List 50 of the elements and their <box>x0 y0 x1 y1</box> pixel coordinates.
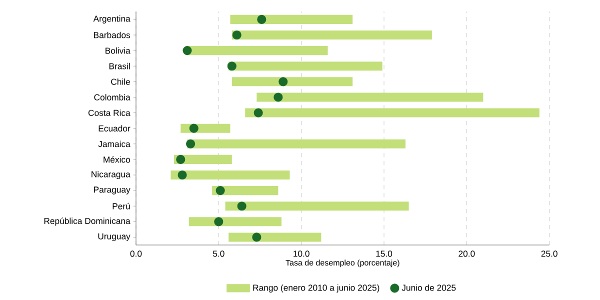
bar <box>228 62 382 71</box>
y-tick-label: República Dominicana <box>44 218 130 226</box>
x-tick-label: 0.0 <box>130 250 142 257</box>
legend-label: Junio de 2025 <box>402 284 456 291</box>
bar <box>232 30 432 40</box>
point <box>227 62 236 71</box>
bar <box>232 77 353 86</box>
point <box>257 14 266 24</box>
y-tick-label: Nicaragua <box>92 170 130 180</box>
point <box>278 77 288 86</box>
legend-label: Rango (enero 2010 a junio 2025) <box>253 284 380 293</box>
point <box>189 124 198 133</box>
point <box>254 108 263 118</box>
point <box>232 30 242 40</box>
bar <box>188 217 282 226</box>
bar <box>256 92 484 102</box>
y-tick-label: Paraguay <box>94 186 130 194</box>
y-tick-label: Chile <box>111 78 130 85</box>
y-tick-label: Uruguay <box>98 233 130 242</box>
point <box>186 139 196 148</box>
x-tick-label: 5.0 <box>213 250 224 257</box>
y-tick-label: México <box>104 156 130 163</box>
point <box>237 202 246 211</box>
x-tick-label: 20.0 <box>458 250 475 257</box>
bar <box>225 202 409 211</box>
point <box>216 186 225 196</box>
y-tick-label: Argentina <box>93 15 130 24</box>
x-tick-label: 10.0 <box>294 250 310 257</box>
x-axis-title: Tasa de desempleo (porcentaje) <box>286 260 400 268</box>
y-tick-label: Brasil <box>109 62 130 70</box>
x-tick-label: 15.0 <box>376 250 392 257</box>
y-tick-label: Costa Rica <box>88 110 130 116</box>
y-tick-label: Barbados <box>94 32 130 38</box>
bar <box>245 108 540 118</box>
point <box>214 217 224 226</box>
bar <box>187 139 406 148</box>
y-tick-label: Bolivia <box>106 47 130 54</box>
point <box>178 170 187 180</box>
bar <box>230 14 353 24</box>
y-tick-label: Perú <box>112 202 130 210</box>
x-tick-label: 25.0 <box>541 250 558 257</box>
y-tick-label: Ecuador <box>98 125 130 132</box>
y-tick-label: Jamaica <box>98 140 130 148</box>
y-tick-label: Colombia <box>94 94 130 100</box>
point <box>176 154 186 164</box>
point <box>252 232 262 242</box>
bar <box>170 170 290 180</box>
bar <box>228 232 322 242</box>
point <box>182 46 192 56</box>
point <box>274 92 283 102</box>
